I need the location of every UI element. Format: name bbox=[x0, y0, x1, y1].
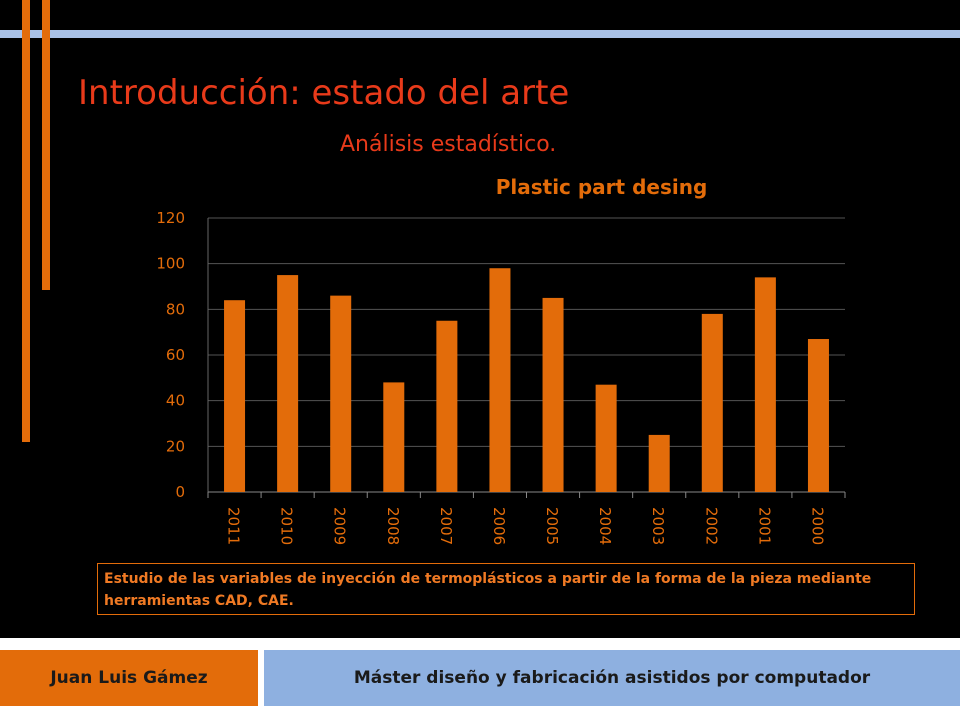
bar bbox=[277, 275, 299, 492]
x-tick-label: 2000 bbox=[808, 507, 826, 545]
y-tick-label: 40 bbox=[166, 392, 185, 410]
x-tick-label: 2002 bbox=[702, 507, 720, 545]
slide-subtitle: Análisis estadístico. bbox=[340, 132, 557, 157]
y-tick-label: 100 bbox=[156, 255, 185, 273]
x-tick-label: 2003 bbox=[649, 507, 667, 545]
y-tick-label: 120 bbox=[156, 209, 185, 227]
left-accent-bar-short bbox=[42, 0, 50, 290]
bar bbox=[754, 277, 776, 492]
y-tick-label: 60 bbox=[166, 346, 185, 364]
caption-box: Estudio de las variables de inyección de… bbox=[97, 563, 915, 615]
x-tick-label: 2009 bbox=[331, 507, 349, 545]
y-tick-label: 20 bbox=[166, 437, 185, 455]
bar bbox=[489, 268, 511, 492]
left-accent-bar bbox=[22, 0, 30, 442]
chart-title: Plastic part desing bbox=[496, 175, 708, 199]
bar bbox=[542, 297, 564, 492]
bar-chart: Plastic part desing 0 20 40 60 80 100 120 2011 20… bbox=[0, 165, 960, 565]
x-tick-label: 2011 bbox=[225, 507, 243, 545]
slide-title: Introducción: estado del arte bbox=[78, 73, 570, 113]
x-tick-label: 2005 bbox=[543, 507, 561, 545]
bar bbox=[224, 300, 246, 492]
footer-program: Máster diseño y fabricación asistidos po… bbox=[264, 650, 960, 706]
y-tick-label: 80 bbox=[166, 300, 185, 318]
bar bbox=[436, 320, 458, 492]
x-tick-label: 2010 bbox=[278, 507, 296, 545]
x-tick-label: 2008 bbox=[384, 507, 402, 545]
bar bbox=[648, 434, 670, 492]
bar bbox=[701, 313, 723, 492]
bar bbox=[807, 339, 829, 492]
bar bbox=[383, 382, 405, 492]
footer-author: Juan Luis Gámez bbox=[0, 650, 258, 706]
x-tick-label: 2007 bbox=[437, 507, 455, 545]
top-accent-rule bbox=[0, 30, 960, 38]
x-tick-label: 2004 bbox=[596, 507, 614, 545]
y-tick-label: 0 bbox=[175, 483, 185, 501]
bar bbox=[330, 295, 352, 492]
x-tick-label: 2006 bbox=[490, 507, 508, 545]
bar bbox=[595, 384, 617, 492]
x-tick-label: 2001 bbox=[755, 507, 773, 545]
chart-svg: Plastic part desing 0 20 40 60 80 100 120 2011 20… bbox=[156, 175, 846, 545]
